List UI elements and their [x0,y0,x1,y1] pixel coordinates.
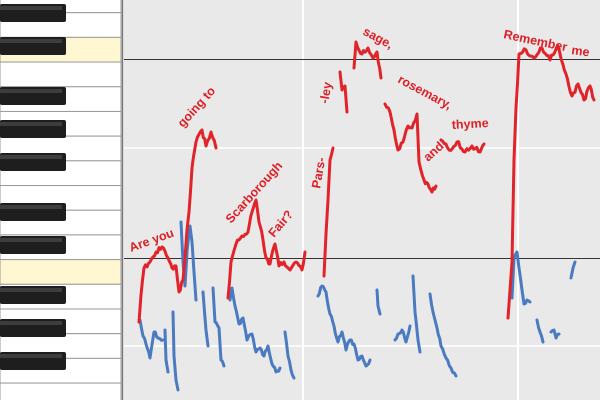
melody-trace-segment [226,198,307,300]
melody-trace-segment [137,128,218,324]
piano-black-key-shine [0,205,62,209]
piano-black-key-shine [0,122,62,126]
secondary-trace-segment [171,310,180,392]
melody-trace-segment [439,138,486,154]
piano-black-key-shine [0,89,62,93]
secondary-trace-segment [211,286,226,368]
secondary-trace-segment [393,324,412,344]
secondary-trace-segment [316,284,372,368]
secondary-trace-segment [163,328,170,374]
secondary-trace-segment [549,328,561,340]
secondary-trace-segment [228,286,282,374]
pitch-roll-background [124,0,600,400]
secondary-trace-segment [535,318,545,344]
piano-black-key-shine [0,39,62,43]
time-grid [124,0,600,400]
piano-black-key-shine [0,354,62,358]
secondary-trace-segment [138,318,165,360]
melody-trace-segment [322,146,335,278]
lyric-word: Pars- [309,156,328,189]
melody-trace-segment [506,44,596,320]
piano-black-key-shine [0,155,62,159]
secondary-trace-segment [283,330,296,380]
lyric-word: me [571,43,591,59]
secondary-trace-segment [411,274,422,354]
lyric-word: -ley [317,81,335,105]
secondary-trace-segment [201,290,210,348]
melody-trace-segment [383,102,438,194]
piano-black-key-shine [0,6,62,10]
secondary-trace-segment [510,250,532,306]
piano-black-key-shine [0,288,62,292]
piano-black-key-shine [0,321,62,325]
melody-trace-segment [338,70,349,114]
secondary-trace-segment [569,260,577,280]
piano-white-key [0,259,122,285]
piano-white-key [0,61,122,88]
melody-pitch-trace [137,40,596,324]
melody-trace-segment [352,40,383,80]
secondary-trace-segment [428,292,458,378]
lyric-word: thyme [451,116,489,132]
piano-black-key-shine [0,238,62,242]
piano-white-key [0,382,122,400]
secondary-trace-segment [375,288,382,316]
piano-keyboard [0,0,122,400]
